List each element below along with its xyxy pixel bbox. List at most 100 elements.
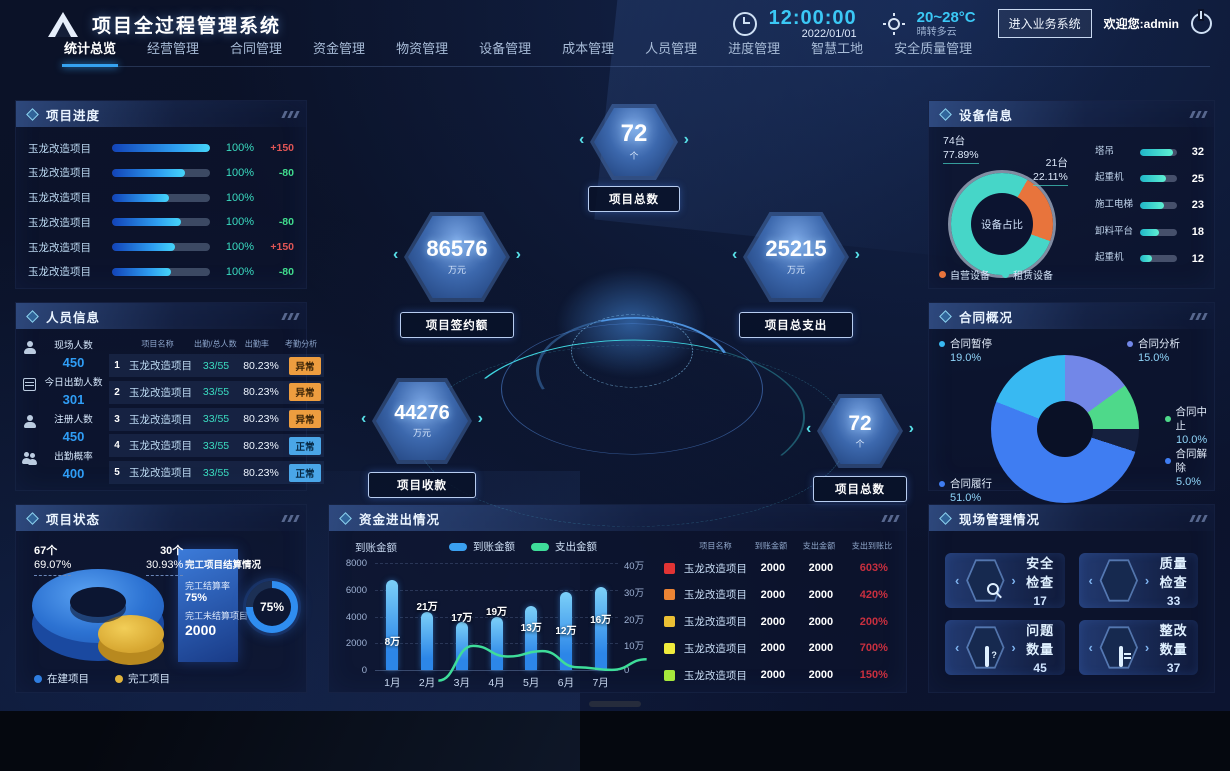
x-axis-label: 2月: [418, 677, 436, 689]
y-axis-title: 到账金额: [355, 542, 397, 554]
nav-tab[interactable]: 设备管理: [479, 41, 532, 56]
equipment-callout-rental: 74台 77.89%: [943, 135, 979, 165]
panel-header: 项目状态: [16, 505, 306, 531]
welcome-text: 欢迎您:admin: [1103, 17, 1179, 32]
nav-tab[interactable]: 经营管理: [147, 41, 200, 56]
x-axis-label: 1月: [384, 677, 401, 689]
progress-row: 玉龙改造项目 100% +150: [28, 136, 294, 160]
panel-header: 合同概况: [929, 303, 1214, 329]
chart-legend: 到账金额 支出金额: [449, 539, 597, 554]
equipment-value: 32: [1191, 146, 1204, 159]
stat-value: 450: [62, 429, 85, 445]
legend-item: 支出金额: [531, 539, 597, 554]
calendar-icon: [22, 377, 37, 392]
line-data-label: 12万: [555, 625, 577, 637]
nav-tab[interactable]: 成本管理: [562, 41, 615, 56]
bar-4月: [490, 616, 503, 670]
x-axis-label: 5月: [523, 677, 540, 689]
equipment-bar-row: 起重机 25: [1095, 172, 1204, 185]
project-name: 玉龙改造项目: [28, 167, 91, 180]
equipment-bar: [1140, 255, 1177, 263]
progress-row: 玉龙改造项目 100% +150: [28, 235, 294, 259]
diamond-icon: [26, 309, 39, 323]
stat-value: 400: [62, 466, 85, 482]
progress-delta: -80: [278, 166, 294, 179]
equipment-label: 塔吊: [1095, 145, 1115, 157]
row-color-chip: [664, 642, 676, 654]
funds-table-row: 玉龙改造项目 2000 2000 150%: [660, 664, 901, 686]
y-axis-tick: 8000: [345, 558, 367, 569]
project-name: 玉龙改造项目: [129, 413, 192, 426]
stat-label: 注册人数: [54, 414, 93, 426]
equipment-value: 25: [1191, 172, 1204, 185]
status-badge: 正常: [289, 463, 321, 482]
gridline: [375, 589, 618, 591]
funds-table-row: 玉龙改造项目 2000 2000 200%: [660, 611, 901, 633]
project-name: 玉龙改造项目: [683, 642, 747, 655]
x-axis-label: 3月: [453, 677, 470, 689]
progress-bar: [112, 267, 210, 276]
bar-1月: [386, 580, 399, 670]
app-logo-icon: [48, 11, 78, 37]
panel-decoration: [280, 514, 300, 522]
progress-delta: -80: [278, 265, 294, 278]
site-stat-value: 45: [1033, 661, 1047, 675]
nav-tab[interactable]: 统计总览: [61, 38, 119, 67]
hexagon-total-expense: 25215 万元 ‹ ›: [732, 212, 860, 302]
diamond-icon: [339, 511, 352, 525]
project-name: 玉龙改造项目: [683, 616, 747, 628]
app-title: 项目全过程管理系统: [92, 15, 282, 37]
panel-title: 合同概况: [959, 310, 1014, 325]
legend-item: 完工项目: [115, 671, 170, 686]
nav-tab[interactable]: 智慧工地: [811, 41, 864, 56]
power-icon[interactable]: [1191, 11, 1212, 35]
progress-bar: [112, 193, 210, 202]
equipment-value: 23: [1191, 199, 1204, 212]
panel-title: 资金进出情况: [359, 512, 441, 527]
clock-icon: [732, 11, 757, 36]
site-stat-card[interactable]: ‹ › 安全检查 17: [945, 553, 1065, 608]
contract-callout: 合同中止 10.0%: [1165, 405, 1214, 448]
personnel-stat: 出勤概率 400: [22, 449, 105, 481]
funds-table-row: 玉龙改造项目 2000 2000 700%: [660, 637, 901, 659]
nav-tab[interactable]: 进度管理: [728, 41, 781, 56]
attendance-row: 3 玉龙改造项目 33/55 80.23% 异常: [109, 407, 324, 431]
nav-tab[interactable]: 人员管理: [645, 41, 698, 56]
scroll-indicator[interactable]: [589, 701, 641, 707]
nav-tab[interactable]: 安全质量管理: [894, 41, 973, 56]
gridline: [375, 563, 618, 564]
diamond-icon: [939, 309, 952, 323]
nav-tab[interactable]: 资金管理: [313, 41, 366, 56]
panel-personnel-info: 人员信息 现场人数 450 今日出勤人数 301 注册人数 450 出勤概率 400 项目名称…: [15, 302, 324, 491]
equipment-callout-owned: 21台 22.11%: [1033, 157, 1068, 187]
x-axis-label: 4月: [488, 677, 505, 689]
hexagon-label: 项目总支出: [739, 312, 853, 338]
enter-business-system-button[interactable]: 进入业务系统: [997, 9, 1092, 39]
contract-callout: 合同分析 15.0%: [1127, 337, 1180, 366]
funds-table-row: 玉龙改造项目 2000 2000 420%: [660, 584, 901, 606]
project-name: 玉龙改造项目: [28, 142, 91, 155]
clock-time: 12:00:00: [768, 6, 857, 29]
personnel-stat: 现场人数 450: [22, 338, 105, 370]
personnel-stat: 今日出勤人数 301: [22, 375, 105, 407]
project-name: 玉龙改造项目: [683, 589, 747, 602]
site-stat-card[interactable]: ‹ › 质量检查 33: [1078, 553, 1198, 608]
funds-bar-line-chart: 到账金额 到账金额 支出金额 0 2000 4000 6000 8000 0 10万 20万 30…: [329, 531, 658, 692]
weather-condition: 晴转多云: [916, 26, 957, 38]
personnel-stat: 注册人数 450: [22, 412, 105, 444]
nav-tab[interactable]: 合同管理: [230, 41, 283, 56]
hexagon-label: 项目收款: [368, 472, 476, 498]
project-name: 玉龙改造项目: [129, 360, 192, 372]
site-stat-value: 33: [1166, 594, 1181, 608]
equipment-bar-row: 塔吊 32: [1095, 146, 1204, 158]
status-badge: 异常: [289, 383, 321, 402]
hexagon-label: 项目总数: [813, 476, 907, 502]
people-icon: [22, 451, 37, 466]
panel-header: 项目进度: [16, 101, 306, 127]
line-data-label: 8万: [384, 636, 401, 648]
site-stat-card[interactable]: ‹ › 整改数量 37: [1078, 620, 1198, 675]
nav-tab[interactable]: 物资管理: [396, 41, 449, 56]
hexagon-contract-amount: 86576 万元 ‹ ›: [393, 212, 521, 302]
status-badge: 异常: [289, 356, 321, 375]
